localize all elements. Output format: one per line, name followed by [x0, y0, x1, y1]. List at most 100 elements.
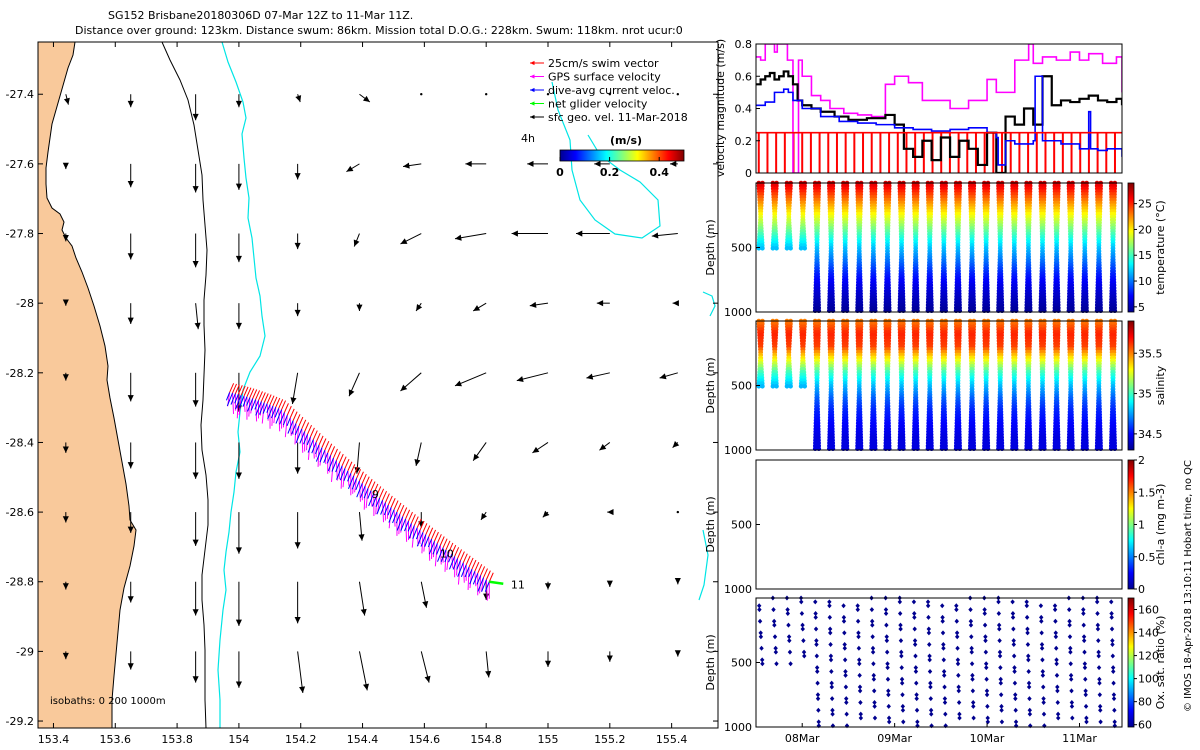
swim-vector [390, 498, 396, 508]
swim-vector [448, 542, 454, 553]
swim-vector [283, 403, 289, 413]
legend-label: 25cm/s swim vector [548, 57, 659, 70]
swim-vector [384, 493, 390, 503]
geostrophic-vector-head [586, 373, 594, 380]
current-velocity-vector [287, 420, 294, 434]
velocity-y-tick-label: 0.4 [735, 103, 753, 116]
geostrophic-vector-head [594, 160, 601, 167]
legend-label: sfc geo. vel. 11-Mar-2018 [548, 111, 688, 124]
current-velocity-vector [355, 480, 360, 490]
swim-vector [246, 387, 252, 397]
current-velocity-vector [392, 511, 398, 524]
geostrophic-vector [290, 372, 299, 405]
geostrophic-vector [400, 372, 422, 392]
geostrophic-vector [192, 512, 199, 546]
vector-dot [676, 510, 680, 514]
swim-vector [358, 471, 364, 481]
swim-vector [307, 424, 312, 435]
geostrophic-vector [235, 512, 242, 554]
swim-vector [229, 383, 235, 393]
geostrophic-vector [415, 302, 423, 312]
legend-arrow [530, 87, 544, 93]
current-velocity-vector [464, 566, 470, 578]
swim-vector [272, 396, 278, 407]
swim-vector [419, 520, 425, 531]
geostrophic-vector-head [127, 180, 134, 188]
geostrophic-vector [480, 511, 488, 521]
geostrophic-vector [235, 233, 242, 263]
section-point [756, 383, 762, 389]
geostrophic-vector-head [62, 374, 69, 381]
geostrophic-vector-head [235, 681, 242, 688]
swim-vector [278, 399, 284, 409]
swim-vector [462, 553, 468, 563]
gps-velocity-vector [469, 569, 473, 589]
legend-arrow-head [530, 114, 535, 120]
current-velocity-vector [311, 442, 317, 454]
current-velocity-vector [343, 470, 349, 481]
map-y-tick-label: -27.4 [6, 88, 34, 101]
swim-vector [243, 386, 249, 397]
map-y-tick-label: -28 [16, 297, 34, 310]
current-velocity-vector [396, 516, 404, 531]
current-velocity-vector [291, 423, 297, 435]
geostrophic-vector [62, 233, 69, 242]
swim-vector [338, 453, 344, 464]
geostrophic-vector-head [544, 583, 552, 590]
vector-dot [608, 93, 612, 96]
map-y-tick-label: -28.6 [6, 506, 34, 519]
vector-dot [484, 93, 488, 96]
geostrophic-vector [485, 651, 492, 678]
current-velocity-vector [412, 527, 418, 540]
geostrophic-vector-head [63, 97, 70, 105]
geostrophic-vector-head [192, 472, 199, 479]
current-velocity-vector [315, 447, 323, 462]
current-velocity-vector [440, 549, 447, 563]
geostrophic-vector-head [672, 441, 680, 448]
gps-velocity-vector [250, 398, 254, 414]
swim-vector [315, 433, 321, 443]
swim-vector [249, 388, 255, 398]
gps-velocity-vector [329, 455, 332, 473]
geostrophic-vector-head [424, 675, 431, 683]
current-velocity-vector [387, 507, 392, 516]
current-velocity-vector [266, 404, 271, 413]
swim-vector [422, 523, 428, 533]
geostrophic-vector [192, 442, 199, 479]
isobath-seamount-2 [698, 529, 709, 601]
swim-vector [234, 384, 240, 394]
colorbar-tick-label: 15 [1138, 249, 1152, 262]
geostrophic-vector-head [576, 230, 583, 237]
section-point [784, 245, 790, 251]
current-velocity-vector [427, 538, 433, 548]
current-velocity-vector [416, 532, 424, 547]
geostrophic-vector [127, 303, 134, 324]
geostrophic-vector [235, 442, 242, 479]
gps-velocity-vector [284, 415, 288, 438]
swim-vector [402, 507, 408, 517]
current-velocity-vector [444, 551, 450, 563]
swim-vector [232, 383, 237, 394]
current-velocity-vector [348, 475, 355, 489]
current-velocity-vector [484, 581, 490, 592]
current-velocity-vector [327, 457, 334, 472]
swim-vector [459, 551, 465, 561]
swim-vector [361, 474, 367, 484]
gps-velocity-vector [485, 579, 488, 601]
swim-vector [468, 557, 474, 568]
current-velocity-vector [274, 408, 280, 418]
swim-vector [350, 464, 356, 474]
legend-arrow-head [530, 60, 535, 66]
geostrophic-vector-head [400, 384, 408, 392]
gps-velocity-vector [306, 434, 309, 451]
geostrophic-vector-head [606, 655, 613, 662]
geostrophic-vector [127, 233, 134, 260]
swim-vector [301, 419, 307, 429]
swim-vector [258, 391, 263, 401]
current-velocity-vector [242, 396, 248, 407]
geostrophic-vector-head [532, 446, 540, 453]
geostrophic-vector-head [235, 472, 242, 479]
swim-vector [428, 527, 434, 537]
